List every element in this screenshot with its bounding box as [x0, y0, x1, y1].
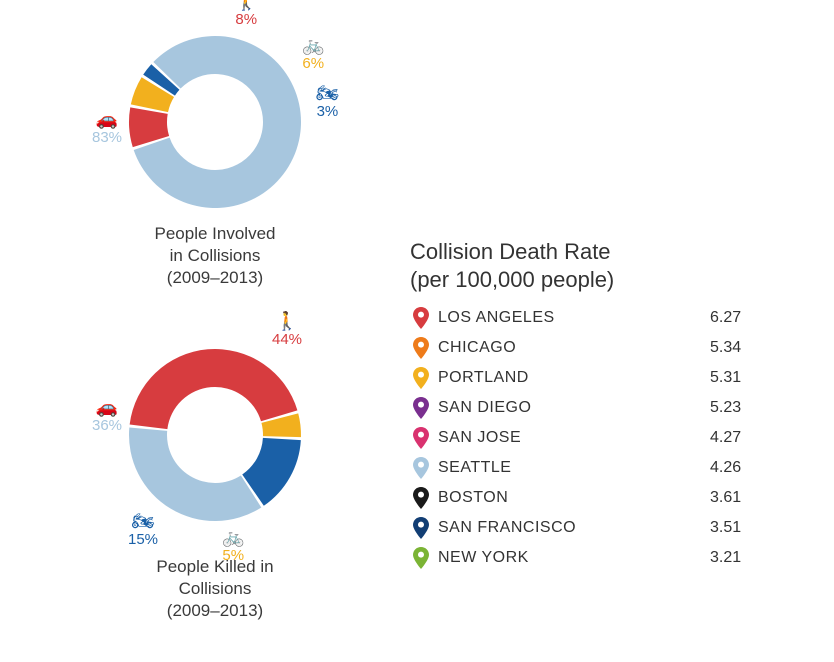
map-pin-icon — [413, 397, 429, 419]
slice-label-bicycle: 🚲5% — [222, 528, 244, 564]
slice-label-pedestrian: 🚶44% — [272, 312, 302, 348]
rate-city: LOS ANGELES — [438, 309, 710, 327]
rate-pin — [410, 517, 432, 539]
rate-pin — [410, 487, 432, 509]
map-pin-icon — [413, 517, 429, 539]
slice-label-car: 🚗83% — [92, 110, 122, 146]
map-pin-icon — [413, 367, 429, 389]
car-icon: 🚗 — [92, 110, 122, 130]
bicycle-icon: 🚲 — [222, 528, 244, 548]
slice-value: 44% — [272, 331, 302, 348]
rate-row: SEATTLE4.26 — [410, 453, 770, 483]
slice-value: 3% — [317, 103, 339, 120]
slice-value: 15% — [128, 531, 158, 548]
motorcycle-icon: 🏍 — [128, 512, 158, 532]
rate-city: PORTLAND — [438, 369, 710, 387]
map-pin-icon — [413, 307, 429, 329]
slice-label-bicycle: 🚲6% — [302, 36, 324, 72]
rate-pin — [410, 367, 432, 389]
rate-pin — [410, 307, 432, 329]
death-rate-title-line1: Collision Death Rate — [410, 239, 611, 264]
slice-value: 36% — [92, 417, 122, 434]
rate-value: 3.61 — [710, 489, 770, 507]
pedestrian-icon: 🚶 — [272, 312, 302, 332]
map-pin-icon — [413, 547, 429, 569]
rate-pin — [410, 337, 432, 359]
map-pin-icon — [413, 427, 429, 449]
rate-city: BOSTON — [438, 489, 710, 507]
slice-label-pedestrian: 🚶8% — [235, 0, 257, 28]
rate-value: 4.27 — [710, 429, 770, 447]
rate-row: SAN JOSE4.27 — [410, 423, 770, 453]
slice-label-motorcycle: 🏍3% — [316, 84, 339, 120]
rate-city: CHICAGO — [438, 339, 710, 357]
rate-value: 5.23 — [710, 399, 770, 417]
rate-row: CHICAGO5.34 — [410, 333, 770, 363]
rate-pin — [410, 397, 432, 419]
rate-city: SEATTLE — [438, 459, 710, 477]
slice-value: 5% — [222, 547, 244, 564]
rate-row: SAN DIEGO5.23 — [410, 393, 770, 423]
map-pin-icon — [413, 337, 429, 359]
title-line: (2009–2013) — [167, 601, 263, 620]
rate-value: 5.31 — [710, 369, 770, 387]
rate-row: NEW YORK3.21 — [410, 543, 770, 573]
rate-city: NEW YORK — [438, 549, 710, 567]
rate-city: SAN DIEGO — [438, 399, 710, 417]
slice-label-car: 🚗36% — [92, 398, 122, 434]
slice-value: 83% — [92, 129, 122, 146]
rate-value: 5.34 — [710, 339, 770, 357]
map-pin-icon — [413, 487, 429, 509]
slice-value: 8% — [235, 11, 257, 28]
death-rate-title-line2: (per 100,000 people) — [410, 267, 614, 292]
bicycle-icon: 🚲 — [302, 36, 324, 56]
rate-city: SAN JOSE — [438, 429, 710, 447]
car-icon: 🚗 — [92, 398, 122, 418]
rate-value: 3.51 — [710, 519, 770, 537]
slice-label-motorcycle: 🏍15% — [128, 512, 158, 548]
donut-slice-car — [129, 428, 261, 521]
rate-row: PORTLAND5.31 — [410, 363, 770, 393]
death-rate-list: LOS ANGELES6.27 CHICAGO5.34 PORTLAND5.31… — [410, 303, 770, 573]
map-pin-icon — [413, 457, 429, 479]
rate-row: LOS ANGELES6.27 — [410, 303, 770, 333]
rate-pin — [410, 457, 432, 479]
rate-pin — [410, 427, 432, 449]
donut-slice-pedestrian — [130, 349, 298, 429]
donut2-title: People Killed in Collisions (2009–2013) — [135, 556, 295, 622]
rate-row: BOSTON3.61 — [410, 483, 770, 513]
title-line: People Killed in — [156, 557, 273, 576]
rate-value: 4.26 — [710, 459, 770, 477]
rate-city: SAN FRANCISCO — [438, 519, 710, 537]
donut-svg — [0, 0, 430, 580]
donut-chart-killed — [0, 0, 430, 585]
rate-value: 3.21 — [710, 549, 770, 567]
rate-row: SAN FRANCISCO3.51 — [410, 513, 770, 543]
death-rate-panel: Collision Death Rate (per 100,000 people… — [410, 238, 770, 573]
rate-pin — [410, 547, 432, 569]
motorcycle-icon: 🏍 — [316, 84, 339, 104]
slice-value: 6% — [302, 55, 324, 72]
rate-value: 6.27 — [710, 309, 770, 327]
death-rate-title: Collision Death Rate (per 100,000 people… — [410, 238, 770, 293]
title-line: Collisions — [179, 579, 252, 598]
